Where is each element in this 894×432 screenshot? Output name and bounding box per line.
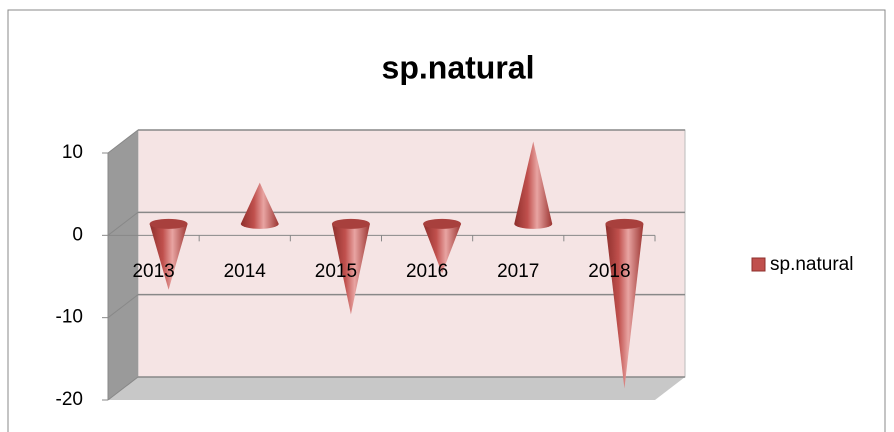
x-tick-label: 2013 bbox=[132, 261, 174, 282]
cone bbox=[331, 223, 370, 315]
y-tick-label: 10 bbox=[62, 142, 83, 163]
cone bbox=[514, 141, 553, 229]
grid-line bbox=[107, 211, 139, 236]
grid-line bbox=[107, 294, 139, 319]
grid-line bbox=[107, 376, 139, 401]
cone-base bbox=[605, 218, 644, 229]
x-tick-label: 2018 bbox=[588, 261, 630, 282]
legend-swatch bbox=[751, 257, 766, 272]
cone bbox=[240, 182, 279, 229]
x-tick-label: 2014 bbox=[224, 261, 267, 282]
x-tick-label: 2016 bbox=[406, 261, 448, 282]
cone-base bbox=[331, 218, 370, 229]
back-wall bbox=[137, 129, 686, 378]
y-tick-label: 0 bbox=[72, 224, 83, 245]
floor bbox=[108, 377, 685, 400]
cone bbox=[605, 223, 644, 389]
side-wall bbox=[108, 130, 138, 400]
chart-title: sp.natural bbox=[382, 49, 535, 85]
y-tick-label: -20 bbox=[56, 389, 83, 410]
legend-label: sp.natural bbox=[770, 254, 853, 275]
cone-base bbox=[423, 218, 462, 229]
x-tick-label: 2015 bbox=[315, 261, 357, 282]
cone bbox=[149, 223, 188, 290]
y-tick-label: -10 bbox=[56, 307, 83, 328]
x-tick-label: 2017 bbox=[497, 261, 539, 282]
cone bbox=[423, 223, 462, 274]
grid-line bbox=[107, 129, 139, 154]
cone-base bbox=[149, 218, 188, 229]
